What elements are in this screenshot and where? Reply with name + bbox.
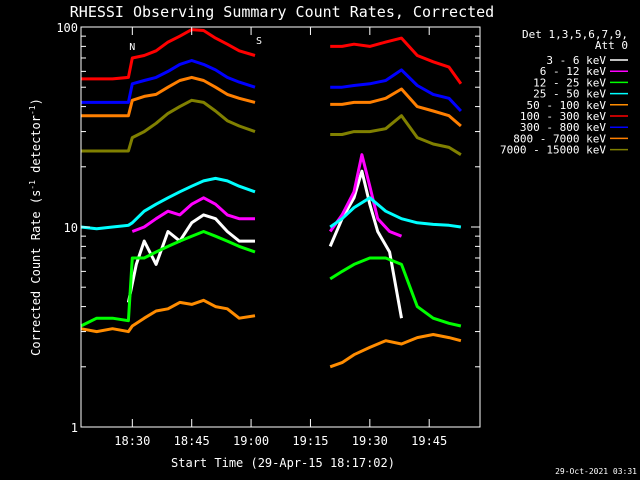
- series-line-6-part-1: [330, 68, 462, 113]
- legend-entry-label: 100 - 300 keV: [520, 110, 606, 123]
- legend-entry-label: 25 - 50 keV: [533, 88, 606, 101]
- legend-entry-label: 800 - 7000 keV: [513, 132, 606, 145]
- series-line-1-part-0: [131, 196, 255, 233]
- plot-area: [80, 28, 463, 369]
- series-line-5-part-0: [80, 28, 256, 81]
- flag-letter: N: [129, 42, 135, 53]
- legend-entry-label: 12 - 25 keV: [533, 76, 606, 89]
- series-line-3-part-1: [329, 196, 462, 229]
- x-tick-label: 19:45: [411, 434, 447, 448]
- series-line-3-part-0: [80, 176, 256, 231]
- y-tick-label: 1: [71, 421, 78, 435]
- legend-entry-label: 3 - 6 keV: [546, 54, 606, 67]
- x-tick-label: 19:00: [233, 434, 269, 448]
- series-line-0-part-0: [126, 213, 255, 303]
- legend-header-line: Att 0: [595, 39, 628, 52]
- series-line-4-part-1: [329, 333, 462, 369]
- series-line-2-part-0: [80, 230, 256, 328]
- legend-header-line: Det 1,3,5,6,7,9,: [522, 28, 628, 41]
- series-line-8-part-1: [330, 114, 462, 156]
- y-tick-label: 10: [64, 221, 78, 235]
- series-line-6-part-0: [80, 59, 256, 104]
- flag-letter: S: [256, 36, 262, 47]
- series-line-1-part-1: [328, 153, 403, 238]
- legend-entry-label: 300 - 800 keV: [520, 121, 606, 134]
- series-line-4-part-0: [80, 298, 256, 334]
- x-axis-label: Start Time (29-Apr-15 18:17:02): [171, 456, 395, 470]
- series-line-5-part-1: [330, 36, 463, 85]
- y-tick-label: 100: [56, 21, 78, 35]
- axes-layer: 1 10 100 18:30 18:45 19:00 19:15 19:30 19:45 N S: [56, 21, 480, 448]
- footer-timestamp: 29-Oct-2021 03:31: [555, 467, 637, 476]
- legend-entry-label: 6 - 12 keV: [540, 65, 607, 78]
- series-line-8-part-0: [80, 98, 256, 153]
- chart-title: RHESSI Observing Summary Count Rates, Co…: [70, 3, 494, 21]
- x-tick-label: 19:30: [352, 434, 388, 448]
- series-line-2-part-1: [329, 256, 462, 328]
- x-tick-label: 18:30: [114, 434, 150, 448]
- legend-entry-label: 7000 - 15000 keV: [500, 144, 606, 157]
- y-axis-label: Corrected Count Rate (s-1 detector-1): [28, 98, 43, 356]
- x-tick-label: 18:45: [174, 434, 210, 448]
- legend-entry-label: 50 - 100 keV: [527, 99, 607, 112]
- series-line-7-part-1: [330, 87, 462, 128]
- series-line-7-part-0: [80, 75, 256, 118]
- x-tick-label: 19:15: [292, 434, 328, 448]
